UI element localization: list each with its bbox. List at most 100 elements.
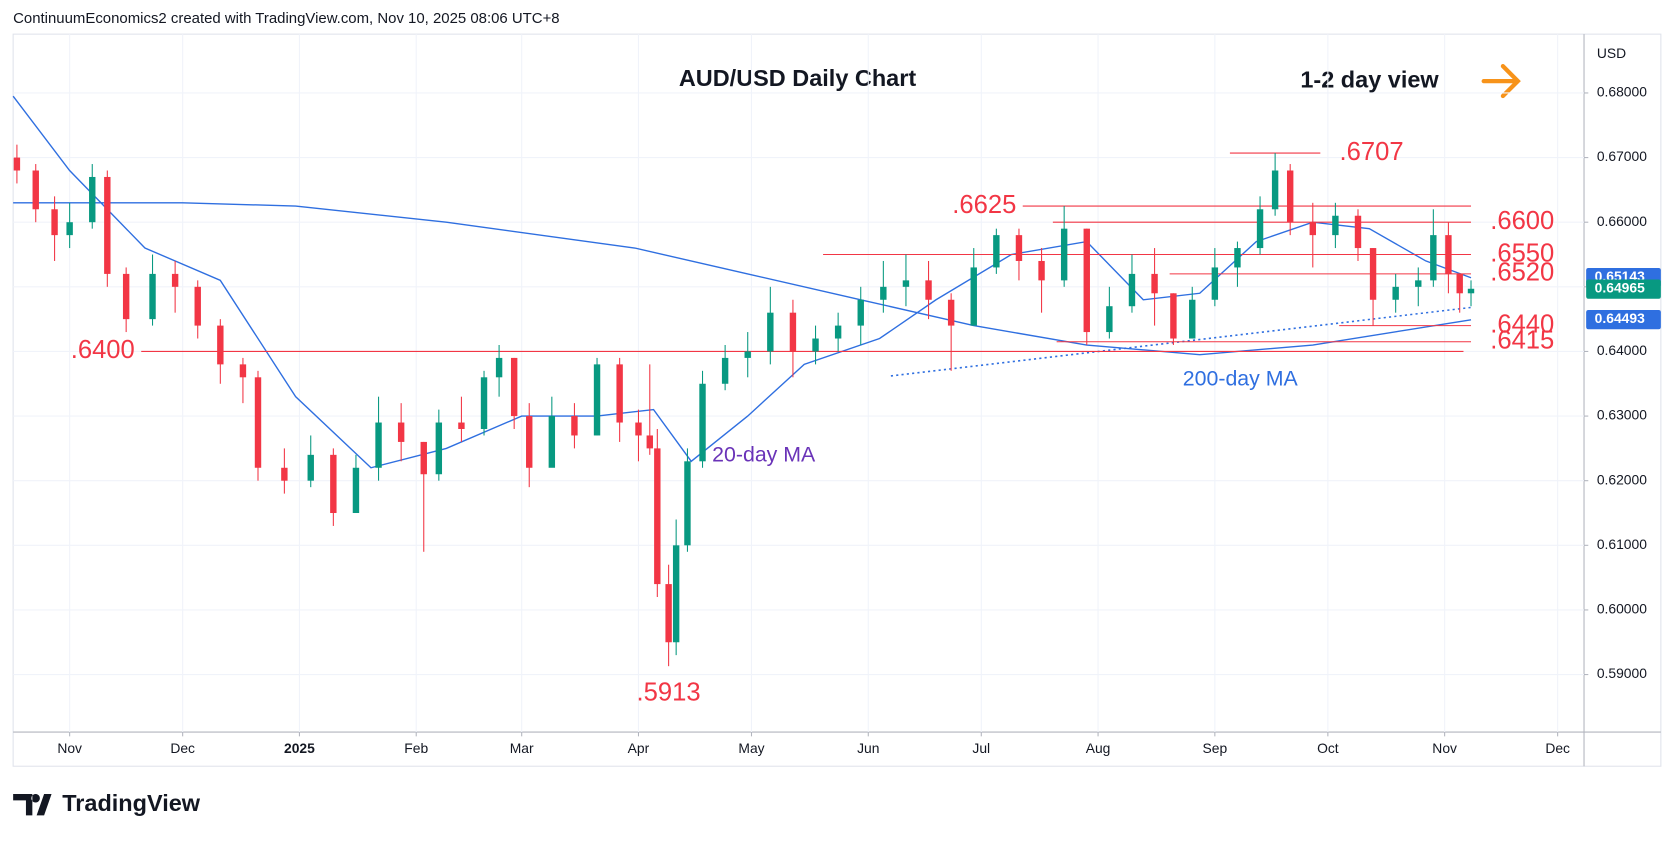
candle-body (104, 176, 111, 274)
candle-body (571, 416, 578, 436)
candle-body (435, 422, 443, 475)
candle-body (1060, 228, 1068, 281)
candle-body (1369, 248, 1377, 300)
candle-body (194, 286, 201, 326)
candle-body (857, 299, 864, 326)
x-tick-label: Nov (57, 740, 82, 756)
candles (13, 144, 1475, 667)
candle-body (51, 209, 58, 236)
candle-body (993, 235, 1000, 268)
candle-body (548, 416, 556, 468)
candle-body (1083, 228, 1090, 333)
candle-body (970, 267, 977, 326)
y-tick-label: 0.59000 (1597, 665, 1647, 681)
y-tick-label: 0.63000 (1597, 407, 1647, 423)
candle-body (1467, 288, 1475, 294)
candle-body (480, 377, 488, 429)
candle-body (510, 357, 518, 417)
currency-label: USD (1597, 45, 1626, 61)
candle-body (684, 461, 691, 546)
candle-body (947, 299, 955, 326)
candle-body (307, 454, 314, 481)
y-tick-label: 0.60000 (1597, 601, 1647, 617)
level-label: .6600 (1490, 207, 1554, 235)
candle-body (1189, 299, 1196, 339)
candle-body (330, 454, 337, 514)
x-tick-label: Dec (1545, 740, 1570, 756)
candle-body (1309, 222, 1316, 236)
price-tag-label: 0.64965 (1595, 280, 1645, 296)
candle-body (616, 364, 623, 423)
level-label: .6520 (1490, 259, 1554, 287)
candle-body (925, 280, 932, 300)
level-label: .6550 (1490, 239, 1554, 267)
ma-label: 200-day MA (1183, 367, 1299, 391)
candle-body (397, 422, 405, 442)
chart-title: AUD/USD Daily Chart (679, 65, 917, 91)
candle-body (495, 357, 503, 378)
candle-body (1038, 260, 1045, 281)
candle-body (880, 286, 887, 300)
x-tick-label: Apr (628, 740, 650, 756)
view-arrow (1481, 64, 1521, 99)
candle-body (458, 422, 465, 429)
candle-body (32, 170, 39, 210)
candle-body (1234, 248, 1241, 268)
trendline (890, 306, 1472, 377)
level-label: .6440 (1490, 310, 1554, 338)
y-tick-label: 0.68000 (1597, 84, 1647, 100)
candle-body (635, 422, 642, 436)
x-tick-label: Feb (404, 740, 428, 756)
x-tick-label: Mar (510, 740, 534, 756)
candle-body (352, 467, 360, 514)
candle-body (122, 273, 130, 320)
candle-body (217, 325, 224, 365)
ma-label: 20-day MA (712, 442, 816, 466)
candle-body (834, 325, 842, 339)
candle-body (1211, 267, 1219, 300)
x-tick-label: Sep (1203, 740, 1228, 756)
candle-body (1456, 273, 1463, 294)
candle-body (1170, 293, 1177, 339)
candle-body (665, 584, 672, 643)
candle-body (593, 364, 601, 436)
candle-body (721, 357, 729, 384)
candle-body (767, 312, 774, 352)
y-tick-label: 0.66000 (1597, 213, 1647, 229)
candle-body (1128, 273, 1136, 307)
brand-logo: TradingView (13, 790, 201, 816)
candle-body (1015, 235, 1023, 261)
price-tag (1586, 309, 1661, 330)
candle-body (420, 441, 427, 475)
x-tick-label: Jul (972, 740, 990, 756)
level-label: .6400 (71, 336, 135, 364)
chart-frame (12, 33, 1662, 767)
candle-body (789, 312, 797, 352)
candle-body (1392, 286, 1399, 300)
view-label: 1-2 day view (1300, 66, 1439, 92)
candle-body (1332, 215, 1339, 236)
y-tick-label: 0.61000 (1597, 536, 1647, 552)
x-tick-label: Aug (1086, 740, 1111, 756)
candle-body (654, 448, 661, 585)
candle-body (171, 273, 179, 287)
candle-body (13, 157, 21, 171)
candle-body (812, 338, 819, 352)
moving-average (13, 202, 1472, 356)
candle-body (281, 467, 288, 481)
candle-body (375, 422, 382, 468)
candle-body (1271, 170, 1279, 210)
x-tick-label: 2025 (284, 740, 315, 756)
candle-body (66, 222, 73, 236)
y-tick-label: 0.67000 (1597, 148, 1647, 164)
level-label: .6625 (952, 191, 1016, 219)
candle-body (526, 416, 533, 468)
price-tag (1586, 279, 1661, 299)
candle-body (699, 383, 706, 462)
candle-body (1256, 209, 1264, 249)
y-tick-label: 0.62000 (1597, 471, 1647, 487)
candle-body (89, 176, 96, 223)
brand-name: TradingView (62, 790, 201, 816)
